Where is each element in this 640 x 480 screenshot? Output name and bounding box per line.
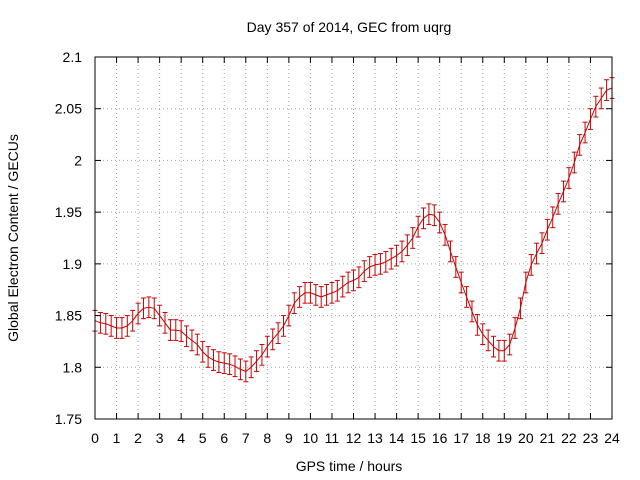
x-tick-label: 21 xyxy=(540,430,556,446)
x-tick-label: 8 xyxy=(263,430,271,446)
axis-ticks xyxy=(94,56,613,420)
y-tick-label: 1.95 xyxy=(55,204,82,220)
x-tick-label: 18 xyxy=(475,430,491,446)
x-tick-label: 20 xyxy=(518,430,534,446)
x-tick-label: 11 xyxy=(325,430,340,446)
plot-frame xyxy=(94,56,613,420)
x-tick-label: 4 xyxy=(177,430,185,446)
y-tick-label: 1.75 xyxy=(55,411,82,427)
x-tick-label: 2 xyxy=(134,430,142,446)
x-tick-label: 12 xyxy=(346,430,362,446)
y-tick-label: 2 xyxy=(74,152,82,168)
series-line xyxy=(94,87,613,372)
x-tick-label: 5 xyxy=(199,430,207,446)
x-tick-label: 19 xyxy=(497,430,513,446)
x-tick-label: 15 xyxy=(410,430,426,446)
y-tick-labels: 1.75 1.8 1.85 1.9 1.95 2 2.05 2.1 xyxy=(55,49,82,427)
x-tick-label: 16 xyxy=(432,430,448,446)
x-tick-label: 10 xyxy=(303,430,319,446)
y-tick-label: 1.8 xyxy=(63,359,83,375)
error-bars xyxy=(92,77,615,383)
y-axis-label: Global Electron Content / GECUs xyxy=(5,134,21,342)
x-tick-label: 0 xyxy=(91,430,99,446)
x-tick-label: 23 xyxy=(583,430,599,446)
x-tick-label: 13 xyxy=(367,430,383,446)
y-tick-label: 1.85 xyxy=(55,308,82,324)
chart-title: Day 357 of 2014, GEC from uqrg xyxy=(247,19,452,35)
x-tick-label: 14 xyxy=(389,430,405,446)
x-tick-label: 22 xyxy=(561,430,577,446)
x-tick-label: 7 xyxy=(242,430,250,446)
x-axis-label: GPS time / hours xyxy=(296,458,403,474)
x-tick-labels: 0 1 2 3 4 5 6 7 8 9 10 11 12 13 14 15 16 17 18 19 20 21 22 23 24 xyxy=(91,430,620,446)
x-tick-label: 6 xyxy=(220,430,228,446)
x-tick-label: 17 xyxy=(453,430,469,446)
y-tick-label: 2.05 xyxy=(55,101,82,117)
x-tick-label: 3 xyxy=(156,430,164,446)
x-tick-label: 24 xyxy=(604,430,620,446)
x-tick-label: 1 xyxy=(113,430,121,446)
y-tick-label: 1.9 xyxy=(63,256,83,272)
y-tick-label: 2.1 xyxy=(63,49,83,65)
x-tick-label: 9 xyxy=(285,430,293,446)
